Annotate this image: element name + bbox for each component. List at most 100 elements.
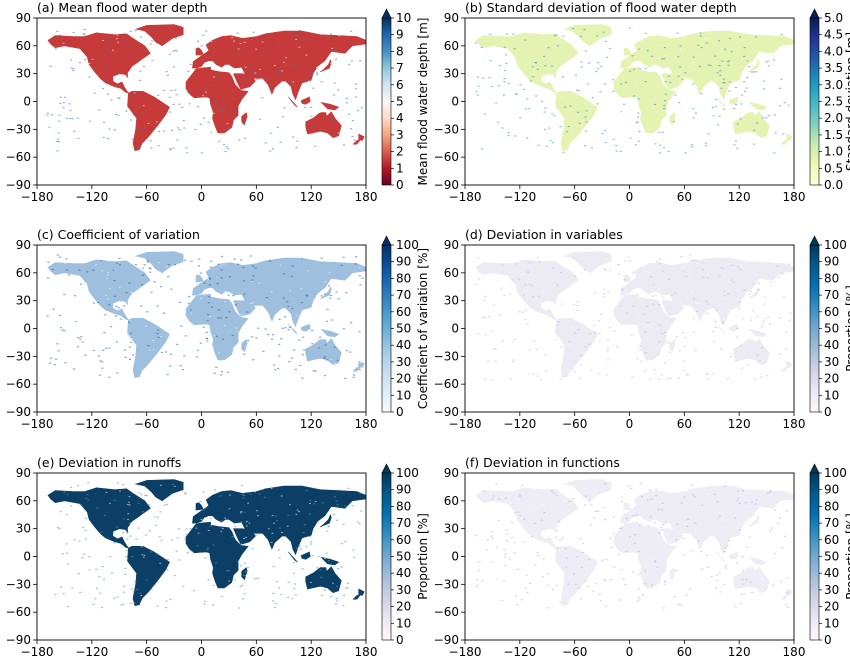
data-cell (215, 100, 218, 102)
data-cell (546, 584, 549, 586)
data-gap (479, 287, 481, 288)
data-gap (747, 59, 749, 61)
data-cell (760, 376, 763, 378)
data-cell (492, 495, 495, 497)
lat-tick-label: 0 (451, 322, 459, 336)
data-gap (698, 354, 701, 356)
data-cell (778, 517, 781, 520)
data-cell (521, 311, 524, 313)
data-gap (171, 335, 174, 337)
data-gap (92, 113, 94, 115)
land-shape (475, 259, 579, 322)
lat-tick-label: 60 (16, 39, 31, 53)
data-cell (585, 121, 588, 123)
data-gap (655, 98, 658, 100)
data-cell (243, 511, 246, 513)
data-gap (49, 346, 51, 348)
data-gap (759, 567, 762, 569)
land-shape (555, 91, 598, 152)
data-gap (231, 37, 234, 39)
data-cell (175, 94, 178, 96)
data-cell (621, 288, 624, 290)
lon-tick-label: −120 (503, 417, 536, 431)
data-cell (150, 588, 153, 590)
data-gap (766, 120, 769, 122)
data-gap (597, 276, 600, 278)
data-cell (360, 107, 363, 109)
data-cell (133, 602, 137, 604)
data-cell (631, 271, 635, 273)
data-cell (102, 54, 105, 56)
data-cell (86, 271, 89, 273)
data-cell (308, 75, 311, 77)
data-gap (97, 349, 99, 350)
data-cell (251, 279, 254, 281)
lat-tick-label: 30 (16, 294, 31, 308)
data-cell (333, 82, 336, 84)
data-cell (54, 593, 57, 596)
data-cell (638, 130, 641, 133)
data-cell (506, 533, 509, 535)
data-cell (243, 353, 246, 355)
data-cell (655, 495, 658, 497)
data-gap (307, 594, 309, 596)
data-cell (150, 147, 153, 149)
data-gap (507, 508, 509, 509)
land-shape (716, 96, 726, 108)
data-cell (243, 137, 246, 139)
data-cell (284, 316, 287, 318)
colorbar-tick-label: 20 (824, 372, 839, 386)
data-cell (658, 152, 661, 154)
data-cell (583, 28, 586, 31)
data-gap (245, 333, 247, 335)
data-cell (65, 543, 68, 545)
data-cell (254, 267, 257, 269)
data-cell (781, 547, 784, 549)
data-gap (62, 42, 65, 44)
data-cell (280, 338, 283, 340)
data-cell (337, 568, 340, 570)
data-gap (110, 569, 113, 571)
data-gap (211, 363, 213, 365)
data-cell (753, 378, 756, 380)
data-cell (144, 494, 147, 497)
data-cell (165, 503, 168, 506)
data-cell (322, 51, 325, 53)
data-gap (107, 484, 110, 486)
data-cell (72, 68, 75, 70)
data-gap (532, 507, 535, 509)
data-cell (153, 584, 156, 586)
data-cell (630, 487, 633, 489)
data-cell (291, 35, 294, 37)
data-cell (58, 34, 61, 36)
data-cell (658, 324, 661, 326)
data-gap (118, 286, 121, 288)
data-cell (310, 40, 313, 42)
data-cell (517, 511, 520, 513)
data-gap (51, 503, 54, 505)
data-gap (578, 368, 581, 370)
data-cell (252, 359, 255, 361)
data-cell (706, 277, 709, 279)
lon-tick-label: 120 (728, 645, 751, 658)
data-gap (598, 70, 601, 72)
data-cell (245, 77, 248, 79)
data-cell (491, 498, 494, 500)
data-cell (176, 139, 179, 141)
data-cell (783, 102, 786, 104)
data-gap (619, 358, 621, 360)
lat-tick-label: 90 (444, 238, 459, 252)
data-cell (165, 71, 168, 73)
data-cell (483, 490, 486, 492)
data-gap (105, 294, 108, 296)
data-cell (778, 277, 781, 279)
data-cell (168, 53, 171, 55)
data-gap (169, 132, 172, 134)
land-shape (623, 502, 632, 511)
data-gap (192, 44, 195, 46)
data-cell (511, 536, 514, 539)
data-cell (128, 56, 132, 58)
data-gap (95, 264, 97, 266)
data-cell (590, 524, 593, 526)
data-gap (770, 532, 772, 533)
